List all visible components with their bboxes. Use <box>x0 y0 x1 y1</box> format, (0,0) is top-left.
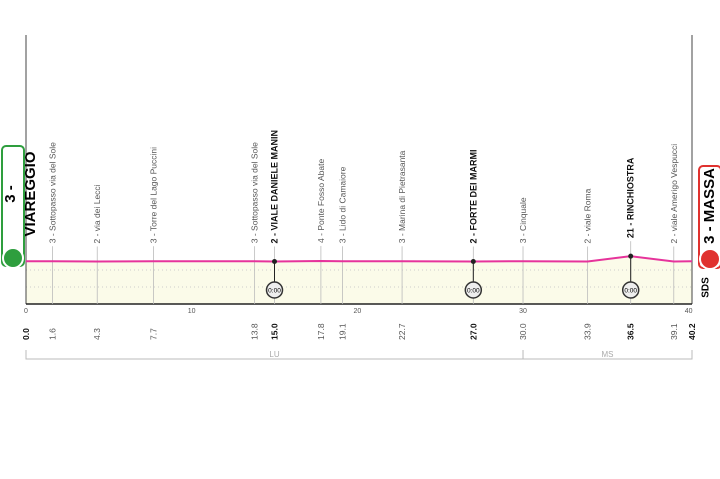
km-label: 19.1 <box>337 323 347 340</box>
km-label: 7.7 <box>149 328 159 340</box>
finish-label: 3 - MASSA <box>701 168 718 244</box>
km-label: 1.6 <box>48 328 58 340</box>
km-label: 36.5 <box>626 323 636 340</box>
start-badge <box>1 145 25 267</box>
bike-start-icon <box>2 247 24 269</box>
waypoint-label: 3 - Sottopasso via del Sole <box>48 142 58 243</box>
stopwatch-icon <box>621 281 640 299</box>
waypoint-label: 3 - Cinquale <box>518 197 528 243</box>
bike-finish-icon <box>699 248 720 270</box>
stopwatch-icon <box>265 281 284 299</box>
waypoint-label: 2 - viale Amerigo Vespucci <box>669 144 679 244</box>
km-label: 15.0 <box>270 323 280 340</box>
km-label: 4.3 <box>92 328 102 340</box>
timecheck-label: 0:00 <box>624 288 637 295</box>
km-label: 13.8 <box>250 323 260 340</box>
waypoint-label: 3 - Torre del Lago Puccini <box>149 147 159 243</box>
km-label: 17.8 <box>316 323 326 340</box>
waypoint-label: 21 - RINCHIOSTRA <box>626 157 636 238</box>
waypoint-label: 2 - viale Roma <box>583 188 593 243</box>
km-label: 22.7 <box>397 323 407 340</box>
x-tick-label: 20 <box>353 308 361 315</box>
km-label: 27.0 <box>468 323 478 340</box>
profile-line <box>26 255 693 263</box>
x-tick-label: 10 <box>188 308 196 315</box>
sds-label: SDS <box>700 277 712 298</box>
km-label: 40.2 <box>687 323 697 340</box>
waypoint-label: 3 - Lido di Camaiore <box>337 166 347 243</box>
profile-fill <box>26 256 692 304</box>
province-label: MS <box>602 350 614 359</box>
x-tick-label: 40 <box>685 308 693 315</box>
km-label: 33.9 <box>583 323 593 340</box>
waypoint-label: 3 - Marina di Pietrasanta <box>397 150 407 243</box>
start-label: 3 - VIAREGGIO <box>2 151 39 237</box>
waypoint-label: 3 - Sottopasso via del Sole <box>250 142 260 243</box>
timecheck-label: 0:00 <box>268 288 281 295</box>
km-label: 0.0 <box>21 328 31 340</box>
km-label: 39.1 <box>669 323 679 340</box>
x-tick-label: 30 <box>519 308 527 315</box>
waypoint-label: 2 - via dei Lecci <box>92 184 102 243</box>
km-label: 30.0 <box>518 323 528 340</box>
province-label: LU <box>269 350 279 359</box>
waypoint-label: 2 - VIALE DANIELE MANIN <box>270 130 280 244</box>
province-bracket <box>522 350 693 360</box>
waypoint-label: 4 - Ponte Fosso Abate <box>316 159 326 243</box>
stopwatch-icon <box>464 281 483 299</box>
x-tick-label: 0 <box>24 308 28 315</box>
timecheck-label: 0:00 <box>467 288 480 295</box>
waypoint-label: 2 - FORTE DEI MARMI <box>468 150 478 244</box>
